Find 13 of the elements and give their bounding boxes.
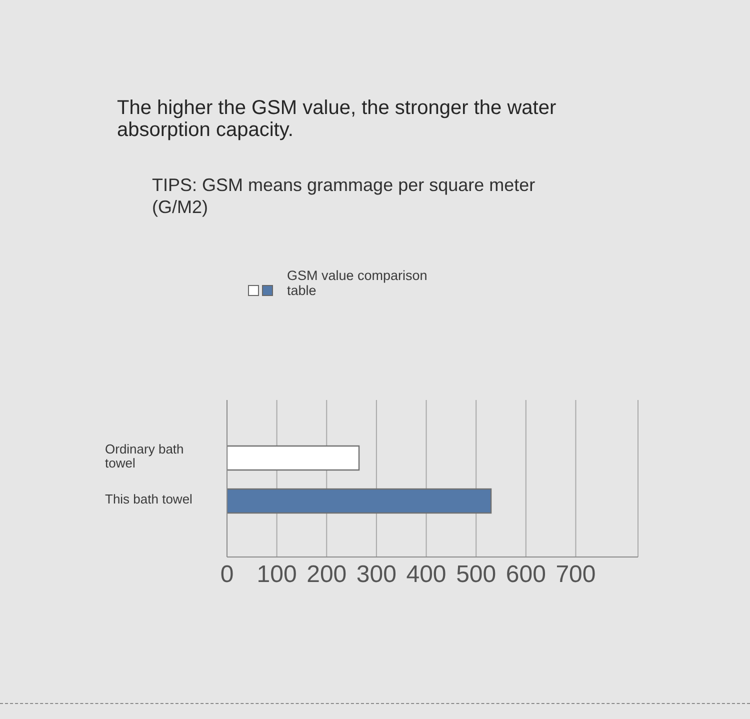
x-tick-label: 600 <box>506 561 546 588</box>
chart-subtitle: TIPS: GSM means grammage per square meter (G/M2) <box>152 174 536 218</box>
x-tick-label: 400 <box>406 561 446 588</box>
x-tick-label: 200 <box>306 561 347 588</box>
x-tick-label: 700 <box>556 561 596 588</box>
x-tick-label: 100 <box>256 561 297 588</box>
x-tick-label: 300 <box>356 561 396 588</box>
x-tick-label: 0 <box>220 561 234 588</box>
legend-label: GSM value comparison table <box>287 268 428 298</box>
y-tick-label: Ordinary bath towel <box>105 442 184 471</box>
chart-title: The higher the GSM value, the stronger the water absorption capacity. <box>117 97 558 141</box>
y-tick-label: This bath towel <box>105 492 193 507</box>
x-tick-label: 500 <box>456 561 496 588</box>
